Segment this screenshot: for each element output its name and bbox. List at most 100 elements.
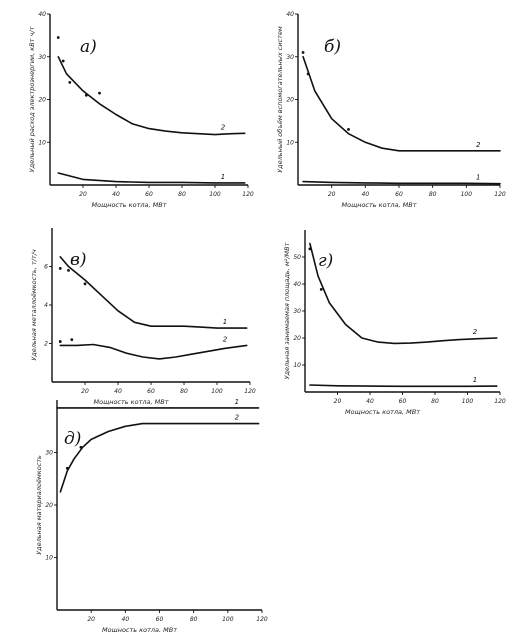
- x-tick-label: 80: [431, 398, 439, 405]
- y-axis-label: Удельный расход электроэнергии, кВт ч/т: [28, 26, 36, 172]
- series-line-1: [309, 384, 498, 388]
- series-label-1: 1: [473, 376, 477, 384]
- y-tick-label: 40: [293, 281, 301, 288]
- data-point: [306, 72, 310, 76]
- data-point: [79, 445, 83, 449]
- x-tick-label: 20: [81, 388, 89, 395]
- x-tick-label: 120: [494, 398, 506, 405]
- panel-label: д): [64, 429, 81, 449]
- y-tick-label: 10: [45, 555, 53, 562]
- chart-panel-4: 20 40 60 80 100 120 10 20 30 40 50 Мощность котла, …: [283, 230, 506, 416]
- x-tick-label: 80: [178, 191, 186, 198]
- x-tick-label: 60: [399, 398, 407, 405]
- x-tick-label: 20: [79, 191, 87, 198]
- x-tick-label: 60: [145, 191, 153, 198]
- x-tick-label: 80: [429, 191, 437, 198]
- x-tick-label: 120: [244, 388, 256, 395]
- series-label-1: 1: [476, 174, 480, 182]
- data-point: [68, 81, 72, 84]
- data-point: [58, 340, 62, 343]
- series-label-2: 2: [223, 335, 228, 343]
- panel-label: в): [70, 250, 87, 270]
- data-point: [98, 91, 101, 95]
- x-tick-label: 60: [147, 388, 155, 395]
- series-label-2: 2: [235, 414, 240, 422]
- series-label-1: 1: [223, 318, 227, 326]
- y-tick-label: 40: [286, 11, 294, 18]
- y-tick-label: 20: [45, 502, 53, 509]
- x-axis-label: Мощность котла, МВт: [93, 398, 168, 406]
- x-tick-label: 100: [222, 616, 234, 623]
- series-line-2: [59, 422, 260, 493]
- y-tick-label: 20: [286, 97, 294, 104]
- y-axis-label: Удельный объём вспомогательных систем: [276, 26, 284, 173]
- x-tick-label: 100: [462, 398, 474, 405]
- y-tick-label: 50: [293, 254, 301, 261]
- series-line-1: [302, 180, 501, 185]
- data-point: [56, 36, 60, 39]
- data-point: [301, 51, 305, 54]
- series-line-2: [309, 242, 498, 345]
- y-tick-label: 30: [293, 308, 301, 315]
- chart-panel-1: 20 40 60 80 100 120 10 20 30 40 Мощность котла, МВ…: [28, 11, 254, 209]
- x-tick-label: 40: [114, 388, 122, 395]
- series-line-2: [57, 55, 246, 136]
- panel-label: а): [80, 37, 97, 57]
- x-tick-label: 40: [362, 191, 370, 198]
- y-tick-label: 6: [44, 264, 48, 271]
- y-tick-label: 20: [38, 97, 46, 104]
- y-tick-label: 4: [44, 302, 48, 309]
- x-tick-label: 120: [494, 191, 506, 198]
- x-tick-label: 20: [334, 398, 342, 405]
- x-axis-label: Мощность котла, МВт: [341, 201, 416, 209]
- x-tick-label: 80: [190, 616, 198, 623]
- y-tick-label: 20: [293, 335, 301, 342]
- series-line-2: [59, 343, 248, 360]
- data-point: [70, 338, 74, 342]
- data-point: [83, 282, 87, 286]
- y-tick-label: 10: [293, 362, 301, 369]
- y-tick-label: 40: [38, 11, 46, 18]
- x-tick-label: 120: [242, 191, 254, 198]
- y-tick-label: 30: [38, 54, 46, 61]
- data-point: [347, 128, 350, 131]
- x-tick-label: 60: [395, 191, 403, 198]
- chart-panel-3: 20 40 60 80 100 120 2 4 6 Мощность котла, МВт Удел…: [30, 228, 256, 406]
- x-tick-label: 80: [180, 388, 188, 395]
- data-point: [58, 267, 62, 270]
- x-tick-label: 20: [87, 616, 95, 623]
- data-point: [67, 268, 70, 272]
- y-tick-label: 2: [44, 341, 48, 348]
- series-label-1: 1: [221, 173, 225, 181]
- data-point: [65, 466, 69, 470]
- x-tick-label: 40: [112, 191, 120, 198]
- y-axis-label: Удельная металлоёмкость, т/т/ч: [30, 249, 38, 361]
- series-line-1: [57, 172, 246, 184]
- series-line-1: [59, 256, 248, 329]
- data-point: [308, 247, 312, 251]
- chart-panel-5: 20 40 60 80 100 120 10 20 30 Мощность котла, МВт У…: [35, 398, 268, 632]
- y-tick-label: 10: [38, 139, 46, 146]
- y-tick-label: 30: [286, 54, 294, 61]
- x-tick-label: 100: [211, 388, 223, 395]
- x-tick-label: 20: [328, 191, 336, 198]
- series-label-2: 2: [221, 123, 226, 131]
- x-tick-label: 40: [366, 398, 374, 405]
- chart-panel-2: 20 40 60 80 100 120 10 20 30 40 Мощность котла, МВ…: [276, 11, 506, 209]
- x-tick-label: 40: [122, 616, 130, 623]
- y-tick-label: 10: [286, 139, 294, 146]
- series-line-2: [302, 55, 501, 152]
- data-point: [84, 93, 88, 97]
- x-axis-label: Мощность котла, МВт: [345, 408, 420, 416]
- panel-label: б): [324, 37, 341, 57]
- y-axis-label: Удельная занимаемая площадь, м²/МВт: [283, 242, 291, 379]
- x-tick-label: 100: [461, 191, 473, 198]
- x-axis-label: Мощность котла, МВт: [102, 626, 177, 632]
- y-tick-label: 30: [45, 450, 53, 457]
- data-point: [61, 59, 65, 63]
- data-point: [319, 288, 323, 291]
- x-tick-label: 120: [256, 616, 268, 623]
- series-label-2: 2: [473, 328, 478, 336]
- y-axis-label: Удельная материалоёмкость: [35, 455, 43, 555]
